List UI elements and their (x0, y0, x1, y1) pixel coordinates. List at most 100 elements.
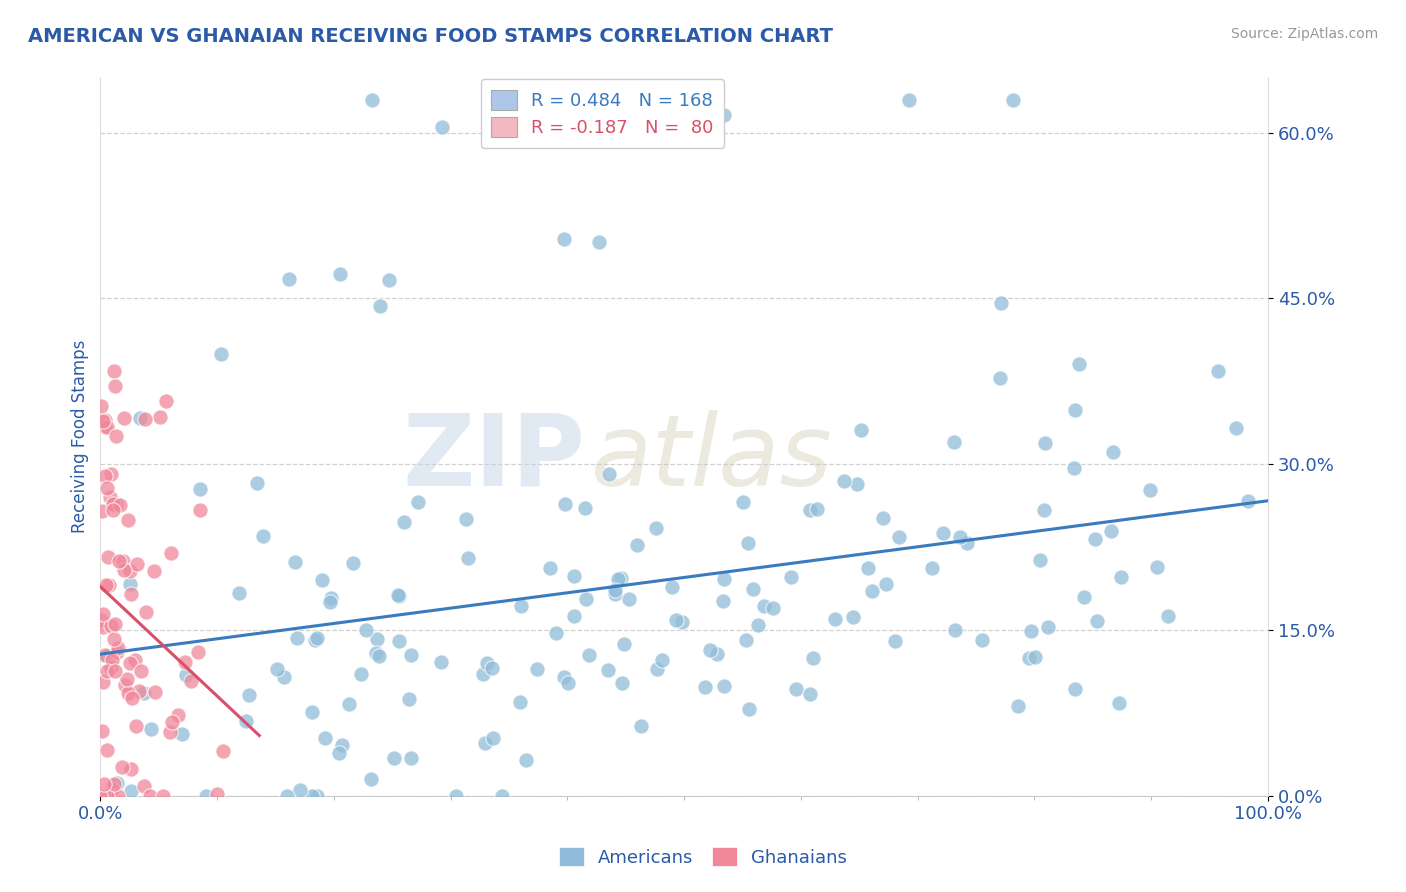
Point (304, 633, 326, 648)
Point (96, 743, 118, 757)
Point (619, 591, 641, 606)
Point (799, 687, 821, 701)
Point (120, 762, 142, 776)
Point (842, 610, 865, 624)
Point (598, 663, 620, 677)
Point (578, 648, 600, 662)
Point (713, 572, 735, 586)
Point (1225, 421, 1247, 435)
Point (832, 475, 855, 489)
Point (603, 582, 626, 597)
Point (252, 529, 274, 543)
Point (845, 477, 868, 491)
Point (104, 379, 127, 393)
Point (1064, 682, 1087, 697)
Point (131, 665, 153, 679)
Point (180, 673, 202, 688)
Point (949, 530, 972, 544)
Point (956, 536, 979, 550)
Point (482, 731, 505, 745)
Point (314, 731, 336, 745)
Point (851, 423, 873, 437)
Point (921, 561, 943, 575)
Point (96, 664, 118, 678)
Point (943, 623, 966, 637)
Point (898, 93, 921, 107)
Point (96, 648, 118, 663)
Point (105, 775, 128, 789)
Point (93, 777, 115, 791)
Point (1007, 699, 1029, 714)
Point (101, 782, 124, 797)
Point (799, 503, 821, 517)
Point (111, 760, 134, 774)
Point (713, 594, 735, 608)
Point (872, 511, 894, 525)
Point (733, 495, 755, 509)
Point (367, 648, 389, 663)
Point (538, 561, 561, 575)
Point (288, 782, 311, 797)
Text: atlas: atlas (591, 409, 832, 507)
Point (195, 789, 218, 803)
Point (91, 607, 114, 622)
Point (883, 633, 905, 648)
Point (127, 557, 149, 571)
Point (94, 648, 117, 663)
Point (1024, 650, 1046, 665)
Point (107, 789, 129, 803)
Point (159, 725, 181, 739)
Point (305, 789, 328, 803)
Point (806, 502, 828, 516)
Point (311, 573, 333, 587)
Point (1069, 357, 1091, 371)
Point (337, 697, 360, 711)
Point (128, 683, 150, 698)
Point (366, 632, 388, 646)
Point (1236, 493, 1258, 508)
Point (101, 503, 124, 517)
Point (103, 632, 125, 646)
Point (277, 272, 299, 286)
Point (575, 591, 598, 606)
Point (120, 564, 142, 578)
Point (630, 719, 652, 733)
Point (1063, 461, 1085, 475)
Point (318, 595, 340, 609)
Text: Source: ZipAtlas.com: Source: ZipAtlas.com (1230, 27, 1378, 41)
Point (329, 268, 352, 282)
Point (105, 645, 128, 659)
Point (610, 675, 633, 690)
Point (553, 670, 575, 684)
Point (610, 571, 633, 585)
Point (626, 538, 648, 552)
Point (301, 705, 323, 719)
Point (172, 727, 194, 741)
Point (211, 743, 233, 757)
Point (1139, 483, 1161, 498)
Point (990, 296, 1012, 310)
Point (134, 686, 156, 700)
Point (706, 647, 728, 661)
Point (887, 530, 910, 544)
Point (399, 648, 422, 663)
Point (598, 467, 620, 482)
Point (350, 667, 373, 681)
Point (741, 582, 763, 597)
Point (1019, 624, 1042, 639)
Point (90, 723, 112, 738)
Point (96, 789, 118, 803)
Point (152, 789, 174, 803)
Point (588, 235, 610, 250)
Legend: Americans, Ghanaians: Americans, Ghanaians (551, 840, 855, 874)
Point (713, 679, 735, 693)
Point (332, 739, 354, 753)
Point (117, 513, 139, 527)
Point (1157, 609, 1180, 624)
Point (510, 599, 533, 613)
Point (1001, 93, 1024, 107)
Point (356, 623, 378, 637)
Point (856, 561, 879, 575)
Point (699, 643, 721, 657)
Point (105, 497, 128, 511)
